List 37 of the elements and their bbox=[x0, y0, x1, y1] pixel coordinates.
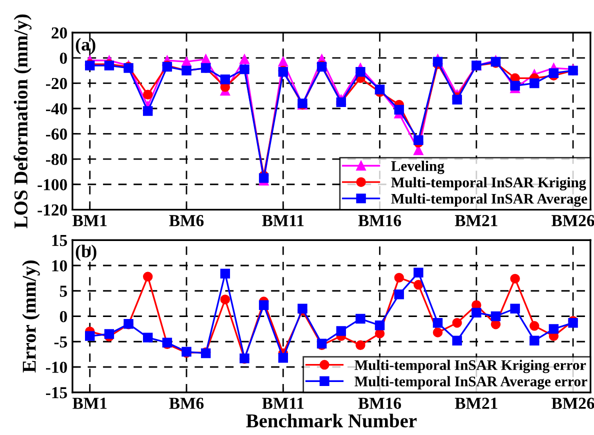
y-tick-label: 10 bbox=[52, 260, 67, 272]
y-tick-label: 15 bbox=[52, 234, 67, 246]
x-tick-label: BM26 bbox=[552, 398, 594, 409]
y-axis-title: LOS Deformation (mm/y) bbox=[14, 14, 32, 228]
annotation: (b) bbox=[76, 244, 96, 262]
x-tick-label: BM16 bbox=[358, 215, 402, 226]
x-tick-label: BM21 bbox=[454, 215, 498, 226]
legend-label: Multi-temporal InSAR Kriging error bbox=[354, 360, 586, 374]
y-tick-label: 20 bbox=[52, 27, 67, 39]
x-tick-label: BM26 bbox=[552, 215, 594, 226]
x-tick-label: BM11 bbox=[262, 215, 304, 226]
y-tick-label: -120 bbox=[38, 204, 67, 216]
y-tick-label: 0 bbox=[60, 52, 67, 64]
x-tick-label: BM16 bbox=[358, 398, 402, 409]
y-tick-label: -80 bbox=[46, 154, 67, 166]
x-tick-label: BM6 bbox=[169, 398, 204, 409]
x-tick-label: BM1 bbox=[72, 398, 107, 409]
y-tick-label: -5 bbox=[54, 336, 67, 348]
x-tick-label: BM6 bbox=[169, 215, 204, 226]
legend-label: Multi-temporal InSAR Average error bbox=[354, 376, 588, 390]
y-axis-title: Error (mm/y) bbox=[22, 260, 40, 373]
y-tick-label: -60 bbox=[46, 128, 67, 140]
legend-label: Multi-temporal InSAR Average bbox=[391, 193, 588, 207]
x-tick-label: BM21 bbox=[454, 398, 498, 409]
x-tick-label: BM1 bbox=[72, 215, 107, 226]
y-tick-label: -100 bbox=[38, 179, 67, 190]
legend-label: Multi-temporal InSAR Kriging bbox=[391, 177, 586, 190]
y-tick-label: -15 bbox=[46, 387, 67, 398]
y-tick-label: 0 bbox=[60, 310, 67, 322]
annotation: (a) bbox=[76, 38, 96, 54]
y-tick-label: 5 bbox=[60, 286, 67, 297]
x-tick-label: BM11 bbox=[262, 398, 304, 409]
legend-label: Leveling bbox=[391, 160, 444, 174]
y-tick-label: -10 bbox=[46, 362, 67, 373]
y-tick-label: -20 bbox=[46, 78, 67, 90]
y-tick-label: -40 bbox=[46, 103, 67, 114]
x-axis-title: Benchmark Number bbox=[246, 414, 417, 428]
